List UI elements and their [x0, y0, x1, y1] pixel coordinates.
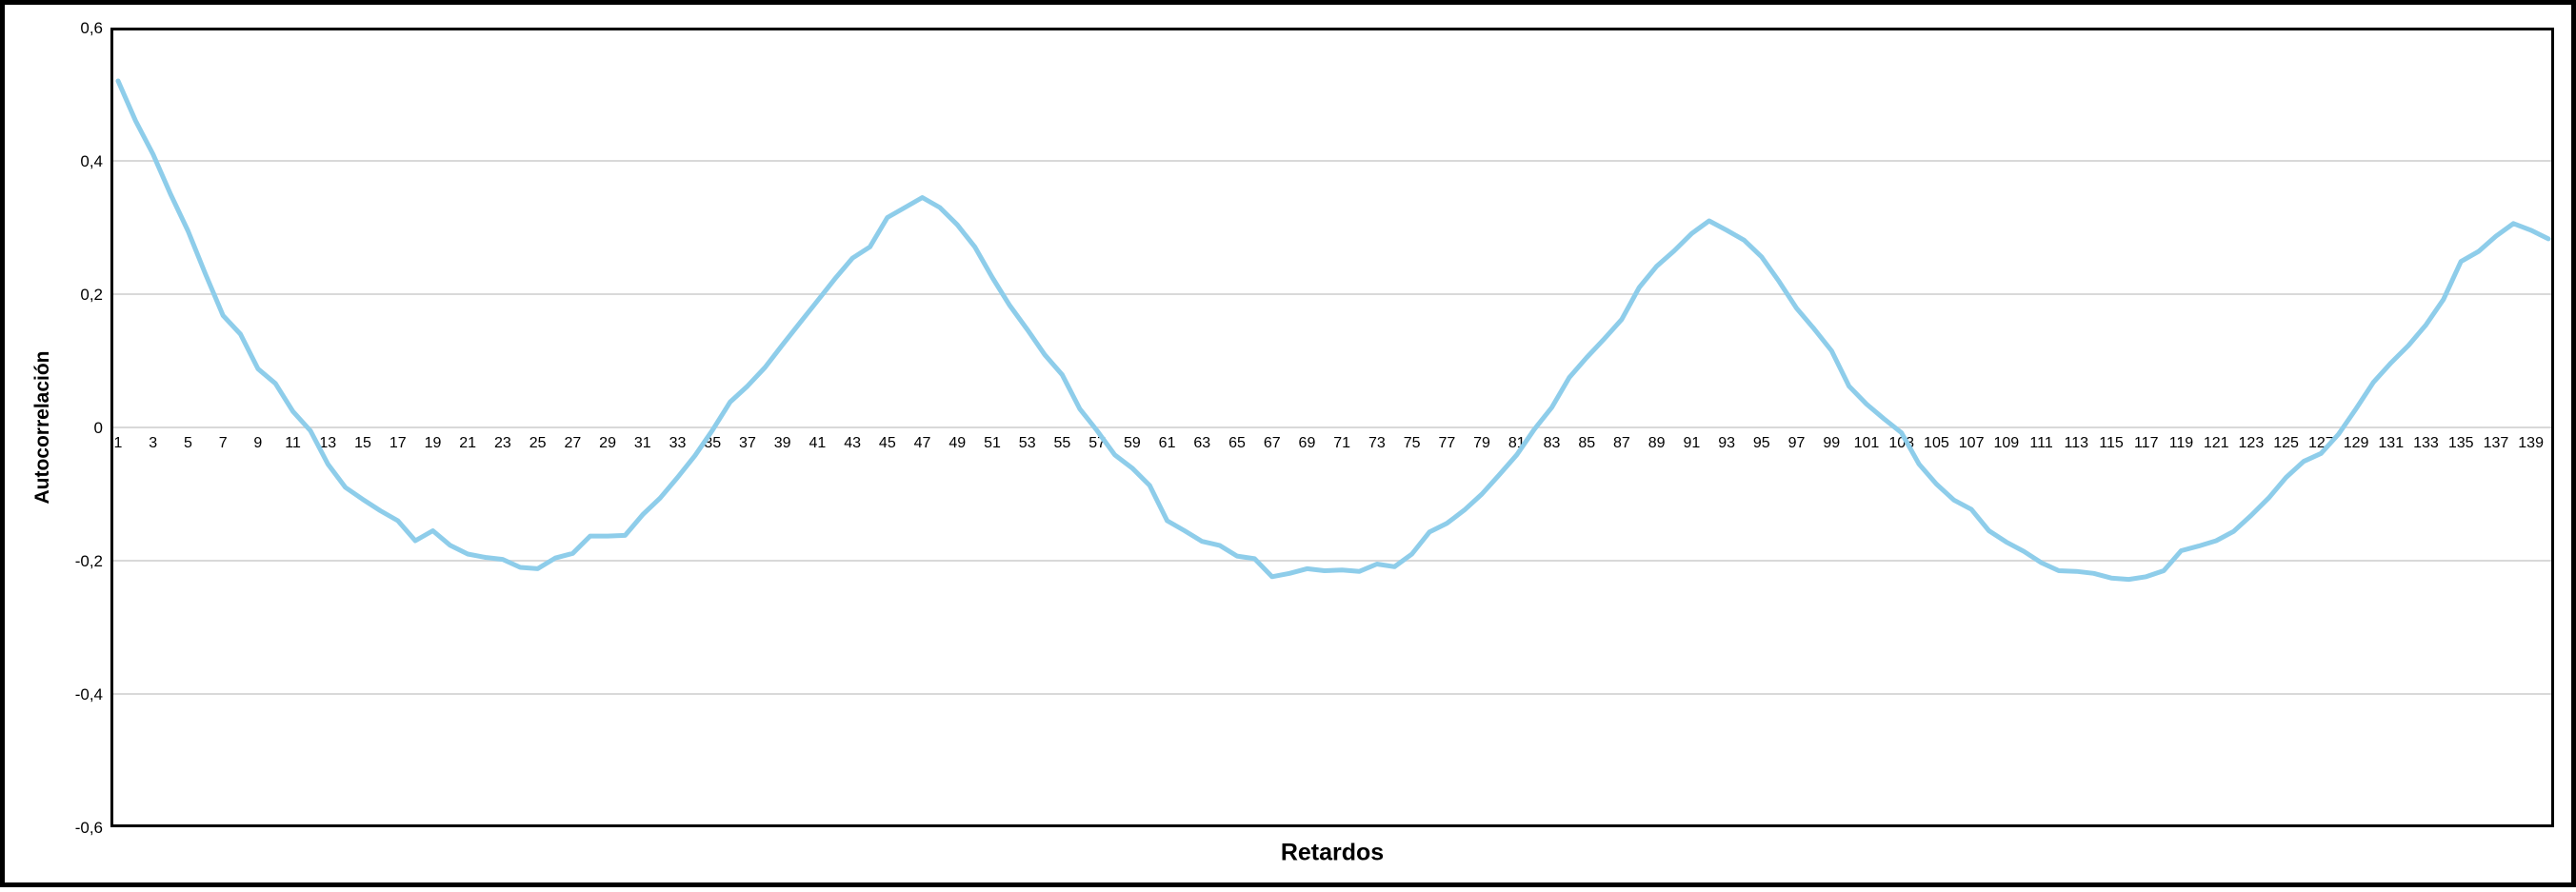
x-tick-label: 115 — [2099, 435, 2124, 451]
x-tick-label: 33 — [669, 435, 687, 451]
x-tick-label: 97 — [1788, 435, 1806, 451]
x-tick-label: 83 — [1544, 435, 1561, 451]
series-line — [115, 78, 2551, 583]
x-tick-label: 19 — [425, 435, 442, 451]
x-tick-label: 7 — [219, 435, 228, 451]
x-tick-label: 125 — [2273, 435, 2299, 451]
x-tick-label: 63 — [1193, 435, 1210, 451]
chart-canvas: 0,60,40,20-0,2-0,4-0,61 3 5 7 9 11 13 15 17 19 21 2… — [75, 19, 2554, 837]
x-tick-label: 51 — [984, 435, 1001, 451]
x-tick-label: 123 — [2239, 435, 2265, 451]
x-tick-label: 17 — [389, 435, 407, 451]
x-tick-label: 89 — [1648, 435, 1666, 451]
x-tick-label: 101 — [1854, 435, 1880, 451]
autocorrelation-chart: 0,6 0,4 0,2 0 -0,2 -0,4 -0,6 1 3 5 7 9 11 13 15 17 19 21 2… — [5, 5, 2571, 882]
x-tick-label: 75 — [1404, 435, 1421, 451]
y-tick-label: 0 — [94, 419, 103, 437]
x-tick-label: 139 — [2518, 435, 2544, 451]
x-tick-label: 25 — [529, 435, 547, 451]
x-tick-label: 9 — [253, 435, 262, 451]
x-tick-label: 121 — [2204, 435, 2229, 451]
x-tick-label: 137 — [2484, 435, 2509, 451]
x-tick-label: 93 — [1718, 435, 1735, 451]
x-tick-label: 37 — [739, 435, 756, 451]
x-tick-label: 133 — [2413, 435, 2439, 451]
y-tick-label: -0,6 — [75, 819, 103, 837]
x-tick-label: 21 — [459, 435, 476, 451]
x-tick-label: 113 — [2065, 435, 2089, 451]
x-tick-label: 85 — [1578, 435, 1595, 451]
x-tick-label: 49 — [949, 435, 966, 451]
x-tick-label: 73 — [1368, 435, 1386, 451]
x-tick-label: 117 — [2134, 435, 2159, 451]
x-tick-label: 105 — [1924, 435, 1949, 451]
x-tick-label: 95 — [1753, 435, 1770, 451]
x-tick-label: 23 — [494, 435, 511, 451]
x-tick-label: 45 — [879, 435, 896, 451]
y-tick-label: 0,6 — [80, 19, 103, 37]
x-tick-label: 39 — [774, 435, 791, 451]
x-tick-label: 47 — [914, 435, 931, 451]
x-tick-label: 53 — [1019, 435, 1036, 451]
x-tick-label: 5 — [184, 435, 192, 451]
x-tick-label: 61 — [1159, 435, 1176, 451]
x-tick-label: 41 — [809, 435, 826, 451]
x-tick-label: 15 — [354, 435, 371, 451]
y-tick-label: 0,4 — [80, 152, 103, 170]
x-tick-label: 69 — [1299, 435, 1316, 451]
x-tick-label: 129 — [2344, 435, 2369, 451]
x-tick-label: 1 — [114, 435, 123, 451]
x-tick-label: 11 — [285, 435, 301, 451]
x-tick-label: 109 — [1993, 435, 2019, 451]
plot-border — [110, 28, 2554, 827]
x-tick-label: 107 — [1959, 435, 1985, 451]
x-tick-label: 31 — [634, 435, 651, 451]
x-tick-label: 131 — [2378, 435, 2404, 451]
x-tick-label: 13 — [319, 435, 336, 451]
y-axis-title: Autocorrelación — [31, 350, 53, 505]
x-tick-label: 67 — [1264, 435, 1281, 451]
x-tick-label: 99 — [1823, 435, 1840, 451]
x-tick-label: 71 — [1333, 435, 1350, 451]
x-tick-label: 91 — [1683, 435, 1700, 451]
x-tick-label: 77 — [1438, 435, 1455, 451]
x-tick-label: 3 — [149, 435, 157, 451]
x-tick-label: 87 — [1613, 435, 1630, 451]
x-tick-label: 43 — [844, 435, 861, 451]
y-tick-label: 0,2 — [80, 286, 103, 304]
x-tick-label: 59 — [1124, 435, 1141, 451]
x-axis-title: Retardos — [1280, 839, 1385, 866]
x-tick-label: 55 — [1054, 435, 1071, 451]
x-tick-label: 135 — [2448, 435, 2474, 451]
x-tick-label: 27 — [564, 435, 581, 451]
x-tick-label: 29 — [599, 435, 616, 451]
x-tick-label: 119 — [2169, 435, 2194, 451]
x-tick-label: 79 — [1473, 435, 1490, 451]
x-tick-label: 111 — [2029, 435, 2052, 451]
y-tick-label: -0,4 — [75, 685, 103, 704]
x-tick-label: 65 — [1228, 435, 1246, 451]
y-tick-label: -0,2 — [75, 552, 103, 570]
